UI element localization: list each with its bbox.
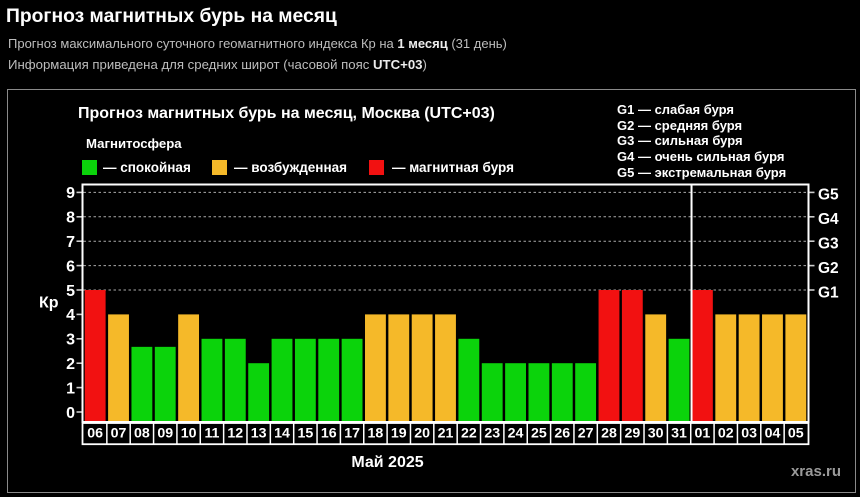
svg-text:G3: G3 — [818, 236, 839, 253]
svg-text:22: 22 — [461, 425, 477, 441]
svg-text:01: 01 — [695, 425, 711, 441]
svg-text:4: 4 — [66, 307, 75, 324]
svg-text:Кр: Кр — [39, 295, 59, 312]
svg-text:16: 16 — [321, 425, 337, 441]
svg-text:21: 21 — [438, 425, 454, 441]
svg-text:26: 26 — [554, 425, 570, 441]
svg-text:08: 08 — [134, 425, 150, 441]
svg-text:10: 10 — [181, 425, 197, 441]
svg-text:xras.ru: xras.ru — [791, 463, 841, 480]
svg-text:27: 27 — [578, 425, 594, 441]
svg-text:29: 29 — [624, 425, 640, 441]
svg-text:0: 0 — [66, 405, 75, 422]
svg-text:8: 8 — [66, 210, 75, 227]
svg-text:25: 25 — [531, 425, 547, 441]
svg-text:G1: G1 — [818, 284, 839, 301]
svg-text:14: 14 — [274, 425, 290, 441]
svg-text:28: 28 — [601, 425, 617, 441]
svg-text:02: 02 — [718, 425, 734, 441]
svg-text:04: 04 — [765, 425, 781, 441]
svg-text:23: 23 — [484, 425, 500, 441]
svg-text:6: 6 — [66, 258, 75, 275]
svg-text:30: 30 — [648, 425, 664, 441]
svg-text:15: 15 — [297, 425, 313, 441]
svg-text:05: 05 — [788, 425, 804, 441]
svg-text:G2: G2 — [818, 260, 839, 277]
svg-text:03: 03 — [741, 425, 757, 441]
svg-text:09: 09 — [157, 425, 173, 441]
svg-text:12: 12 — [227, 425, 243, 441]
svg-text:1: 1 — [66, 380, 75, 397]
svg-text:3: 3 — [66, 332, 75, 349]
svg-text:G4: G4 — [818, 211, 839, 228]
svg-text:06: 06 — [87, 425, 103, 441]
svg-text:17: 17 — [344, 425, 360, 441]
svg-text:2: 2 — [66, 356, 75, 373]
svg-text:7: 7 — [66, 234, 75, 251]
svg-text:07: 07 — [111, 425, 127, 441]
svg-text:5: 5 — [66, 283, 75, 300]
svg-text:18: 18 — [368, 425, 384, 441]
svg-text:13: 13 — [251, 425, 267, 441]
svg-text:9: 9 — [66, 185, 75, 202]
svg-text:11: 11 — [204, 425, 219, 441]
svg-text:31: 31 — [671, 425, 687, 441]
svg-text:Май 2025: Май 2025 — [351, 454, 423, 471]
svg-text:24: 24 — [508, 425, 524, 441]
svg-text:20: 20 — [414, 425, 430, 441]
svg-text:G5: G5 — [818, 187, 839, 204]
svg-text:19: 19 — [391, 425, 407, 441]
